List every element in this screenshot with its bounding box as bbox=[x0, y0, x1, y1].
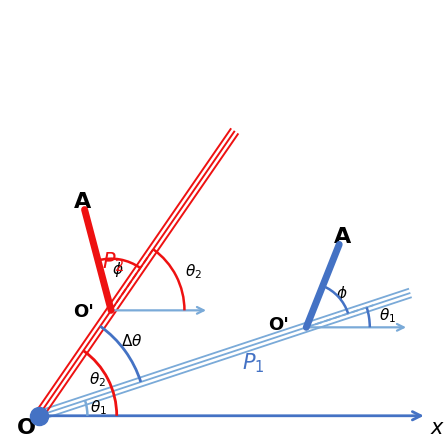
Text: O: O bbox=[17, 418, 36, 438]
Text: A: A bbox=[333, 227, 351, 247]
Text: $\phi$: $\phi$ bbox=[336, 284, 348, 303]
Text: O': O' bbox=[73, 303, 94, 321]
Text: $\Delta\theta$: $\Delta\theta$ bbox=[121, 333, 142, 349]
Text: $P_2$: $P_2$ bbox=[103, 250, 125, 274]
Text: $x$: $x$ bbox=[430, 418, 444, 438]
Text: $P_1$: $P_1$ bbox=[241, 352, 264, 375]
Text: $\theta_1$: $\theta_1$ bbox=[90, 398, 107, 417]
Text: $\theta_1$: $\theta_1$ bbox=[379, 306, 396, 325]
Text: $\phi$: $\phi$ bbox=[112, 260, 124, 279]
Text: $\theta_2$: $\theta_2$ bbox=[89, 370, 106, 389]
Text: A: A bbox=[74, 192, 91, 212]
Text: $\theta_2$: $\theta_2$ bbox=[185, 262, 202, 281]
Text: O': O' bbox=[268, 316, 289, 334]
